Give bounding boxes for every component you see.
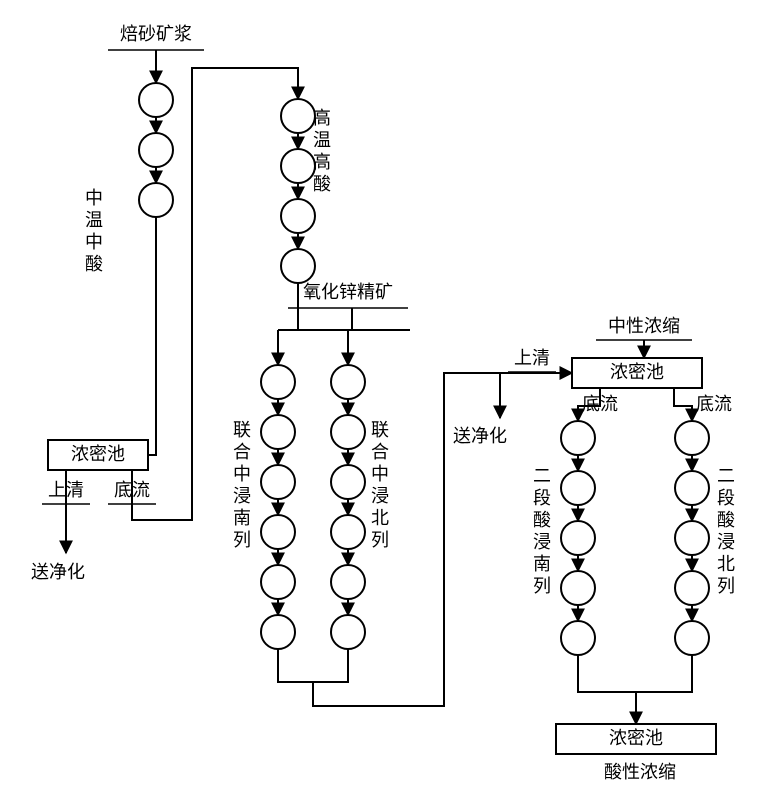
edge-CD-merge xyxy=(278,649,348,682)
boxes-layer: 焙砂矿浆氧化锌精矿浓密池上清底流送净化中性浓缩浓密池上清底流底流送净化浓密池酸性… xyxy=(31,24,732,782)
vlabel-zhongwen_zhongsuan-ch3: 酸 xyxy=(85,254,103,274)
chain-C-node-1 xyxy=(261,415,295,449)
vlabel-erduan_south-ch4: 南 xyxy=(533,554,551,574)
edge-nmc2-sq xyxy=(500,373,572,418)
vlabel-lianhe_south-ch2: 中 xyxy=(233,464,251,484)
vlabel-lianhe_north-ch5: 列 xyxy=(371,530,389,550)
chain-A-node-2 xyxy=(139,183,173,217)
vlabel-erduan_south-ch1: 段 xyxy=(533,488,551,508)
label-diliu_2a: 底流 xyxy=(582,394,618,414)
vlabel-lianhe_south-ch0: 联 xyxy=(233,420,251,440)
vlabel-gaowen_gaosuan-ch3: 酸 xyxy=(313,174,331,194)
label-diliu_2b: 底流 xyxy=(696,394,732,414)
label-shangqing_1: 上清 xyxy=(48,480,84,500)
vlabel-erduan_north-ch0: 二 xyxy=(717,466,735,486)
chain-C-node-2 xyxy=(261,465,295,499)
vlabel-erduan_north-ch5: 列 xyxy=(717,576,735,596)
chain-E-node-1 xyxy=(561,471,595,505)
edge-EF-merge xyxy=(578,655,692,692)
chain-D-node-2 xyxy=(331,465,365,499)
chain-F-node-2 xyxy=(675,521,709,555)
vlabel-zhongwen_zhongsuan-ch2: 中 xyxy=(85,232,103,252)
label-songjinghua_1: 送净化 xyxy=(31,562,85,582)
edge-A-elbow xyxy=(48,217,156,455)
chain-D-node-0 xyxy=(331,365,365,399)
label-acid_conc: 酸性浓缩 xyxy=(604,762,676,782)
chain-C-node-5 xyxy=(261,615,295,649)
label-diliu_1: 底流 xyxy=(114,480,150,500)
vlabels-layer: 中温中酸中温中酸高温高酸高温高酸联合中浸南列联合中浸南列联合中浸北列联合中浸北列… xyxy=(85,108,735,596)
label-songjinghua_2: 送净化 xyxy=(453,426,507,446)
vlabel-erduan_north-ch2: 酸 xyxy=(717,510,735,530)
vlabel-lianhe_north-ch2: 中 xyxy=(371,464,389,484)
chain-E-node-2 xyxy=(561,521,595,555)
vlabel-gaowen_gaosuan-ch0: 高 xyxy=(313,108,331,128)
label-nongmichi_2: 浓密池 xyxy=(610,362,664,382)
chain-D-node-4 xyxy=(331,565,365,599)
chain-C-node-4 xyxy=(261,565,295,599)
vlabel-lianhe_north-ch4: 北 xyxy=(371,508,389,528)
vlabel-erduan_north-ch3: 浸 xyxy=(717,532,735,552)
label-nongmichi_1: 浓密池 xyxy=(71,444,125,464)
vlabel-gaowen_gaosuan-ch2: 高 xyxy=(313,152,331,172)
chain-A-node-1 xyxy=(139,133,173,167)
chain-F-node-4 xyxy=(675,621,709,655)
chain-E-node-4 xyxy=(561,621,595,655)
vlabel-lianhe_south-ch1: 合 xyxy=(233,442,251,462)
chain-D-node-3 xyxy=(331,515,365,549)
label-input_top: 焙砂矿浆 xyxy=(120,24,192,44)
vlabel-zhongwen_zhongsuan-ch1: 温 xyxy=(85,210,103,230)
label-neutral_conc: 中性浓缩 xyxy=(608,316,680,336)
chain-F-node-0 xyxy=(675,421,709,455)
label-zinc_oxide: 氧化锌精矿 xyxy=(303,282,393,302)
vlabel-erduan_south-ch2: 酸 xyxy=(533,510,551,530)
vlabel-erduan_north-ch4: 北 xyxy=(717,554,735,574)
chain-B-node-1 xyxy=(281,149,315,183)
vlabel-erduan_south-ch5: 列 xyxy=(533,576,551,596)
chain-B-node-0 xyxy=(281,99,315,133)
chain-D-node-1 xyxy=(331,415,365,449)
label-nongmichi_3: 浓密池 xyxy=(609,728,663,748)
label-shangqing_2: 上清 xyxy=(514,348,550,368)
vlabel-lianhe_south-ch3: 浸 xyxy=(233,486,251,506)
vlabel-zhongwen_zhongsuan-ch0: 中 xyxy=(85,188,103,208)
chain-F-node-1 xyxy=(675,471,709,505)
chain-B-node-3 xyxy=(281,249,315,283)
chain-C-node-0 xyxy=(261,365,295,399)
chain-E-node-3 xyxy=(561,571,595,605)
chain-B-node-2 xyxy=(281,199,315,233)
edge-nmc2-F xyxy=(674,388,692,421)
vlabel-lianhe_south-ch4: 南 xyxy=(233,508,251,528)
vlabel-erduan_south-ch0: 二 xyxy=(533,466,551,486)
vlabel-lianhe_north-ch1: 合 xyxy=(371,442,389,462)
vlabel-gaowen_gaosuan-ch1: 温 xyxy=(313,130,331,150)
vlabel-erduan_north-ch1: 段 xyxy=(717,488,735,508)
vlabel-lianhe_south-ch5: 列 xyxy=(233,530,251,550)
chain-F-node-3 xyxy=(675,571,709,605)
vlabel-lianhe_north-ch3: 浸 xyxy=(371,486,389,506)
vlabel-erduan_south-ch3: 浸 xyxy=(533,532,551,552)
chain-A-node-0 xyxy=(139,83,173,117)
chain-C-node-3 xyxy=(261,515,295,549)
chain-E-node-0 xyxy=(561,421,595,455)
chain-D-node-5 xyxy=(331,615,365,649)
vlabel-lianhe_north-ch0: 联 xyxy=(371,420,389,440)
